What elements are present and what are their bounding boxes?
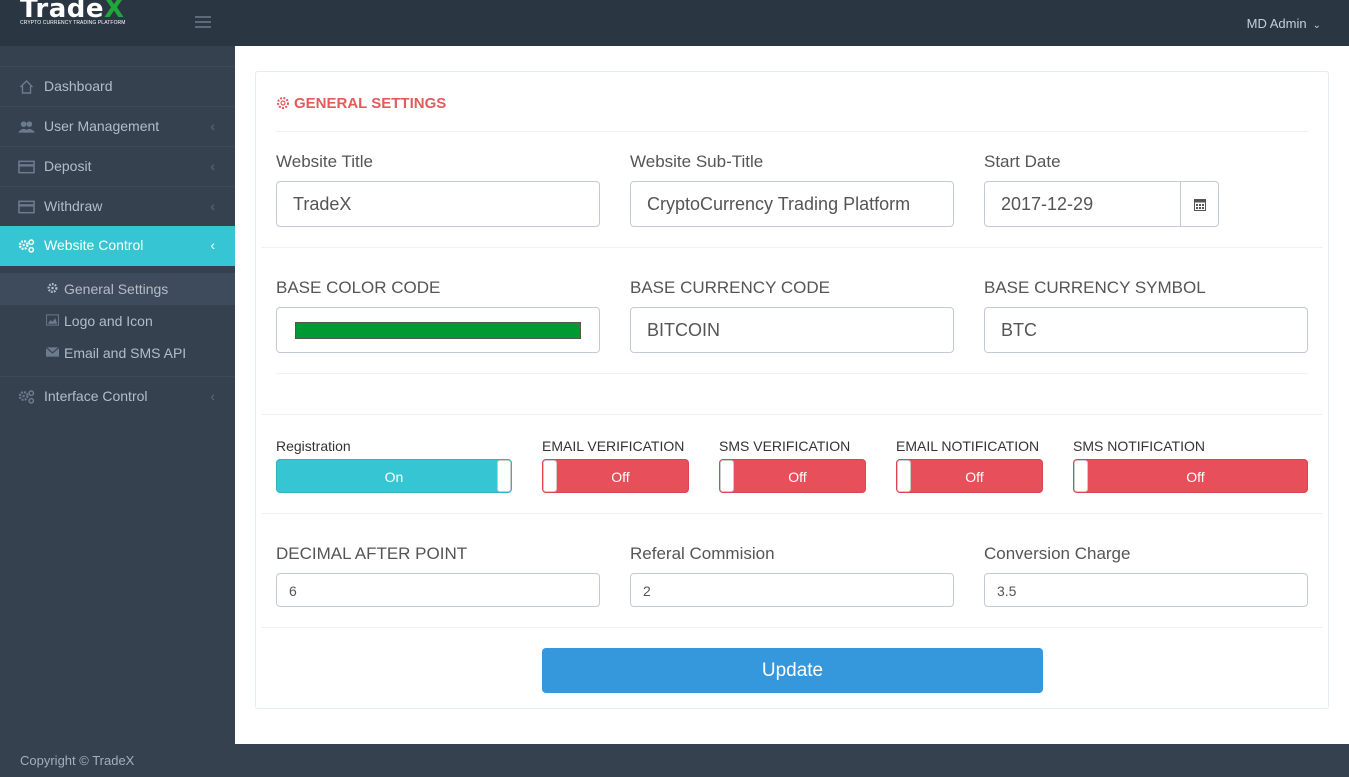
footer-copyright: Copyright © TradeX bbox=[20, 753, 135, 768]
base-currency-code-input[interactable]: BITCOIN bbox=[630, 307, 954, 353]
sidebar-item-label: Withdraw bbox=[44, 198, 103, 214]
base-currency-symbol-input[interactable]: BTC bbox=[984, 307, 1308, 353]
home-icon bbox=[20, 80, 33, 94]
registration-toggle[interactable]: On bbox=[276, 459, 512, 493]
panel-title-text: GENERAL SETTINGS bbox=[294, 95, 447, 112]
decimal-label: DECIMAL AFTER POINT bbox=[276, 544, 468, 563]
website-subtitle-label: Website Sub-Title bbox=[630, 152, 764, 171]
image-icon bbox=[46, 314, 59, 326]
update-button[interactable]: Update bbox=[542, 648, 1043, 693]
sms-verification-label: SMS VERIFICATION bbox=[719, 438, 851, 454]
registration-label: Registration bbox=[276, 438, 351, 454]
toggle-knob bbox=[720, 460, 734, 492]
gear-icon bbox=[277, 97, 289, 109]
sidebar-item-user-management[interactable]: User Management ‹ bbox=[0, 106, 235, 146]
website-title-input[interactable]: TradeX bbox=[276, 181, 600, 227]
toggle-knob bbox=[897, 460, 911, 492]
menu-toggle-icon[interactable] bbox=[195, 16, 211, 28]
envelope-icon bbox=[46, 346, 59, 357]
start-date-input[interactable]: 2017-12-29 bbox=[984, 181, 1181, 227]
toggle-knob bbox=[497, 460, 511, 492]
toggle-state: Off bbox=[965, 469, 984, 485]
toggle-knob bbox=[543, 460, 557, 492]
referral-input[interactable]: 2 bbox=[630, 573, 954, 607]
user-menu[interactable]: MD Admin ⌄ bbox=[1247, 16, 1321, 31]
sidebar-item-label: User Management bbox=[44, 118, 160, 134]
start-date-label: Start Date bbox=[984, 152, 1061, 171]
toggle-state: On bbox=[384, 469, 404, 485]
sidebar-item-label: Deposit bbox=[44, 158, 92, 174]
cogs-icon bbox=[18, 390, 35, 404]
divider bbox=[261, 513, 1323, 514]
sidebar-item-dashboard[interactable]: Dashboard bbox=[0, 66, 235, 106]
credit-card-icon bbox=[18, 200, 35, 214]
calendar-button[interactable] bbox=[1180, 181, 1219, 227]
user-name: MD Admin bbox=[1246, 16, 1307, 31]
conversion-label: Conversion Charge bbox=[984, 544, 1131, 563]
email-notification-label: EMAIL NOTIFICATION bbox=[896, 438, 1040, 454]
cogs-icon bbox=[18, 239, 35, 253]
sms-verification-toggle[interactable]: Off bbox=[719, 459, 866, 493]
decimal-input[interactable]: 6 bbox=[276, 573, 600, 607]
website-subtitle-input[interactable]: CryptoCurrency Trading Platform bbox=[630, 181, 954, 227]
chevron-left-icon: ‹ bbox=[210, 158, 215, 174]
color-swatch bbox=[295, 322, 581, 339]
logo-subtitle: CRYPTO CURRENCY TRADING PLATFORM bbox=[20, 20, 126, 26]
sms-notification-label: SMS NOTIFICATION bbox=[1073, 438, 1205, 454]
sidebar-subitem-label: General Settings bbox=[64, 281, 169, 297]
sidebar-item-interface-control[interactable]: Interface Control ‹ bbox=[0, 376, 235, 416]
divider bbox=[276, 373, 1308, 374]
logo-text: Trade bbox=[20, 0, 104, 24]
base-color-label: BASE COLOR CODE bbox=[276, 278, 441, 297]
settings-panel: GENERAL SETTINGS Website Title TradeX We… bbox=[255, 71, 1329, 709]
top-bar: TradeX CRYPTO CURRENCY TRADING PLATFORM … bbox=[0, 0, 1349, 46]
chevron-left-icon: ‹ bbox=[210, 198, 215, 214]
credit-card-icon bbox=[18, 160, 35, 174]
base-currency-code-label: BASE CURRENCY CODE bbox=[630, 278, 830, 297]
divider bbox=[276, 131, 1308, 132]
toggle-state: Off bbox=[611, 469, 630, 485]
toggle-knob bbox=[1074, 460, 1088, 492]
email-verification-label: EMAIL VERIFICATION bbox=[542, 438, 685, 454]
chevron-down-icon: ⌄ bbox=[1312, 20, 1321, 31]
website-title-label: Website Title bbox=[276, 152, 374, 171]
users-icon bbox=[18, 121, 35, 133]
email-notification-toggle[interactable]: Off bbox=[896, 459, 1043, 493]
sidebar-item-label: Interface Control bbox=[44, 388, 148, 404]
divider bbox=[261, 247, 1323, 248]
main-content: GENERAL SETTINGS Website Title TradeX We… bbox=[235, 46, 1349, 744]
sidebar-item-deposit[interactable]: Deposit ‹ bbox=[0, 146, 235, 186]
chevron-left-icon: ‹ bbox=[210, 237, 215, 253]
sidebar-item-withdraw[interactable]: Withdraw ‹ bbox=[0, 186, 235, 226]
sidebar-subitem-label: Logo and Icon bbox=[64, 313, 153, 329]
calendar-icon bbox=[1194, 199, 1206, 211]
logo-accent: X bbox=[104, 0, 125, 24]
base-currency-symbol-label: BASE CURRENCY SYMBOL bbox=[984, 278, 1206, 297]
divider bbox=[261, 627, 1323, 628]
chevron-left-icon: ‹ bbox=[210, 118, 215, 134]
toggle-state: Off bbox=[1186, 469, 1205, 485]
referral-label: Referal Commision bbox=[630, 544, 775, 563]
gear-icon bbox=[47, 283, 58, 293]
sidebar-subitem-logo-and-icon[interactable]: Logo and Icon bbox=[0, 305, 235, 337]
sidebar-item-website-control[interactable]: Website Control ‹ bbox=[0, 226, 235, 266]
sidebar-item-label: Dashboard bbox=[44, 78, 113, 94]
sidebar-subitem-email-sms-api[interactable]: Email and SMS API bbox=[0, 337, 235, 369]
toggle-state: Off bbox=[788, 469, 807, 485]
divider bbox=[261, 414, 1323, 415]
sidebar-item-label: Website Control bbox=[44, 237, 144, 253]
base-color-input[interactable] bbox=[276, 307, 600, 353]
panel-title: GENERAL SETTINGS bbox=[276, 95, 446, 112]
chevron-left-icon: ‹ bbox=[210, 388, 215, 404]
logo[interactable]: TradeX bbox=[20, 0, 125, 24]
sidebar: Dashboard User Management ‹ Deposit ‹ Wi… bbox=[0, 46, 235, 744]
conversion-input[interactable]: 3.5 bbox=[984, 573, 1308, 607]
sms-notification-toggle[interactable]: Off bbox=[1073, 459, 1308, 493]
sidebar-subitem-general-settings[interactable]: General Settings bbox=[0, 273, 235, 305]
sidebar-subitem-label: Email and SMS API bbox=[64, 345, 187, 361]
email-verification-toggle[interactable]: Off bbox=[542, 459, 689, 493]
